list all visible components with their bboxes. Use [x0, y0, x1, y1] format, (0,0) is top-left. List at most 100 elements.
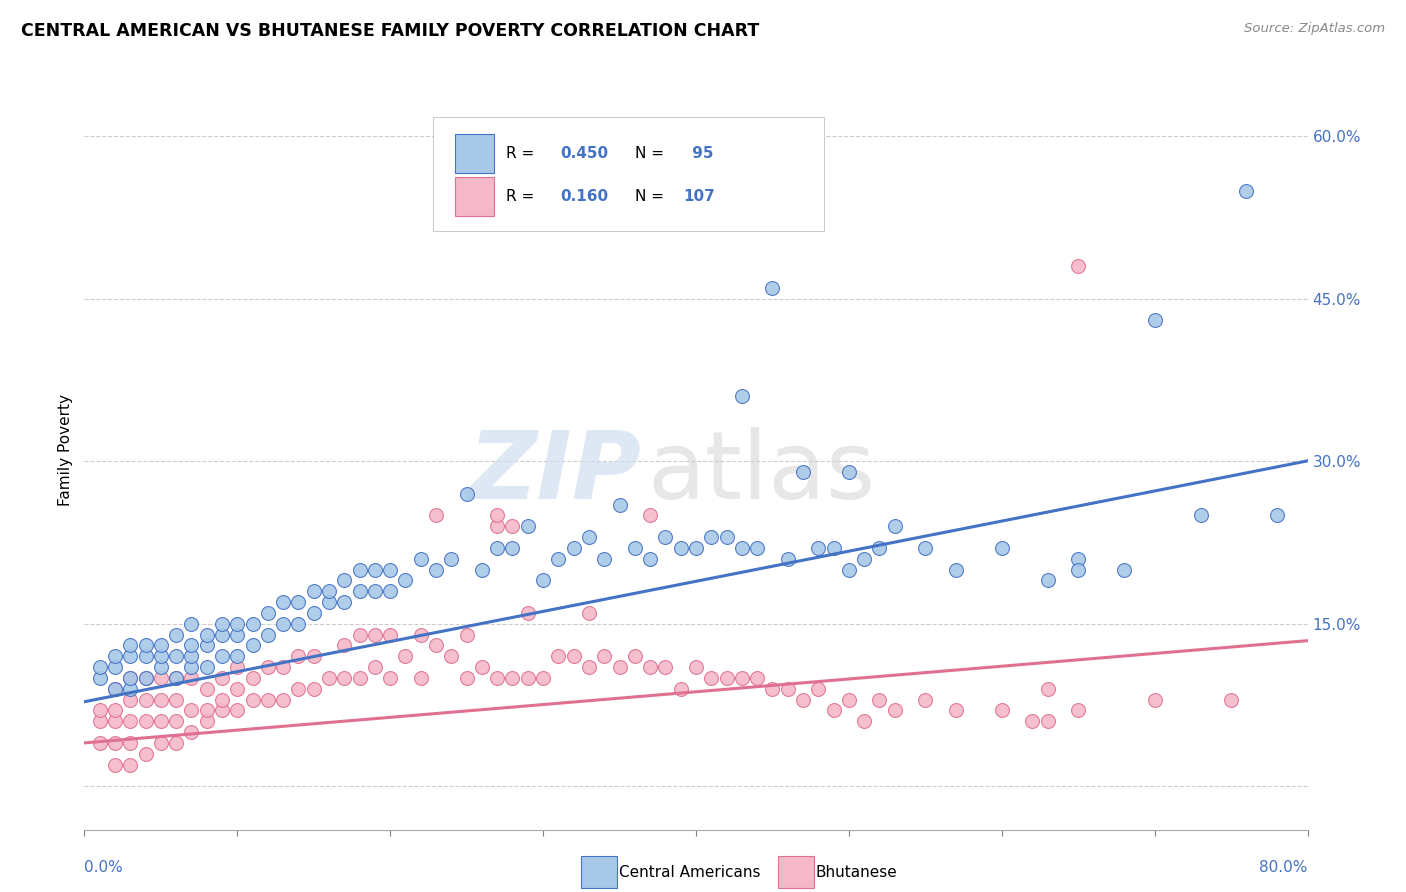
Point	[638, 660, 661, 674]
Point	[165, 692, 187, 706]
Point	[409, 671, 432, 685]
Point	[195, 660, 218, 674]
Y-axis label: Family Poverty: Family Poverty	[58, 394, 73, 507]
Point	[135, 639, 157, 653]
Point	[120, 681, 142, 696]
Point	[120, 671, 142, 685]
FancyBboxPatch shape	[456, 134, 494, 173]
Point	[1036, 714, 1059, 729]
Point	[120, 692, 142, 706]
Point	[226, 649, 249, 664]
Point	[547, 551, 569, 566]
Point	[165, 649, 187, 664]
Point	[180, 660, 202, 674]
Point	[302, 649, 325, 664]
Point	[624, 649, 647, 664]
Point	[333, 671, 356, 685]
Point	[333, 639, 356, 653]
Point	[135, 692, 157, 706]
Point	[135, 671, 157, 685]
Point	[578, 660, 600, 674]
Point	[211, 671, 233, 685]
Point	[149, 671, 172, 685]
Point	[195, 627, 218, 641]
Point	[318, 595, 340, 609]
Point	[502, 671, 524, 685]
Point	[562, 649, 585, 664]
Point	[456, 671, 478, 685]
Point	[211, 616, 233, 631]
Point	[271, 595, 294, 609]
Point	[104, 714, 127, 729]
Point	[89, 736, 111, 750]
Point	[380, 584, 402, 599]
Point	[394, 649, 416, 664]
Point	[257, 606, 280, 620]
Point	[287, 616, 309, 631]
Point	[883, 519, 905, 533]
FancyBboxPatch shape	[456, 177, 494, 216]
Point	[180, 703, 202, 717]
Point	[425, 508, 447, 523]
Point	[271, 616, 294, 631]
Text: 107: 107	[683, 189, 716, 204]
Point	[380, 563, 402, 577]
Point	[1067, 260, 1090, 274]
Point	[624, 541, 647, 555]
Point	[578, 606, 600, 620]
Point	[593, 551, 616, 566]
Point	[318, 584, 340, 599]
Point	[440, 649, 463, 664]
Point	[531, 671, 554, 685]
Point	[578, 530, 600, 544]
Point	[104, 757, 127, 772]
Point	[364, 563, 387, 577]
Point	[654, 660, 676, 674]
Point	[731, 671, 754, 685]
Point	[761, 281, 783, 295]
Point	[242, 692, 264, 706]
Point	[502, 519, 524, 533]
Point	[165, 736, 187, 750]
Point	[731, 541, 754, 555]
Point	[242, 639, 264, 653]
Point	[302, 606, 325, 620]
Point	[776, 681, 799, 696]
Point	[195, 714, 218, 729]
Point	[440, 551, 463, 566]
Point	[380, 627, 402, 641]
Point	[149, 639, 172, 653]
Point	[104, 736, 127, 750]
Point	[180, 639, 202, 653]
Point	[349, 671, 371, 685]
Point	[89, 660, 111, 674]
Point	[1021, 714, 1043, 729]
Text: 0.0%: 0.0%	[84, 860, 124, 875]
Point	[89, 671, 111, 685]
Point	[991, 541, 1014, 555]
Point	[516, 519, 538, 533]
Point	[731, 389, 754, 403]
Point	[104, 703, 127, 717]
Point	[1067, 703, 1090, 717]
Point	[486, 541, 509, 555]
Point	[914, 692, 936, 706]
Point	[257, 627, 280, 641]
Point	[180, 725, 202, 739]
Text: N =: N =	[636, 145, 669, 161]
Point	[257, 660, 280, 674]
Point	[149, 692, 172, 706]
Point	[409, 551, 432, 566]
Text: Source: ZipAtlas.com: Source: ZipAtlas.com	[1244, 22, 1385, 36]
Point	[349, 584, 371, 599]
Point	[226, 627, 249, 641]
Point	[456, 627, 478, 641]
Point	[838, 692, 860, 706]
Point	[226, 681, 249, 696]
Point	[287, 649, 309, 664]
Point	[165, 714, 187, 729]
Point	[853, 714, 876, 729]
Point	[135, 649, 157, 664]
Point	[1236, 184, 1258, 198]
Point	[1265, 508, 1288, 523]
